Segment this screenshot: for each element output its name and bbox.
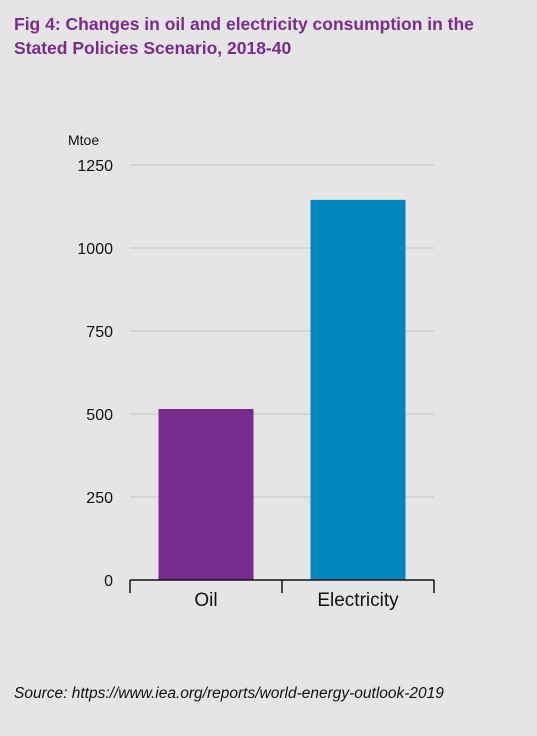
y-tick-label: 250 bbox=[86, 490, 113, 507]
y-tick-label: 500 bbox=[86, 407, 113, 424]
x-axis bbox=[129, 579, 435, 593]
x-tick-label: Electricity bbox=[317, 590, 399, 611]
bar-electricity bbox=[310, 199, 406, 581]
bars bbox=[158, 199, 406, 581]
y-tick-label: 750 bbox=[86, 324, 113, 341]
source-note: Source: https://www.iea.org/reports/worl… bbox=[14, 685, 444, 702]
y-tick-label: 1250 bbox=[77, 158, 113, 175]
x-tick-label: Oil bbox=[194, 590, 217, 611]
y-tick-label: 0 bbox=[104, 573, 113, 590]
y-axis-label: Mtoe bbox=[68, 132, 99, 148]
chart-title: Fig 4: Changes in oil and electricity co… bbox=[14, 14, 474, 58]
axis-labels: 0 250 500 750 1000 1250 Mtoe Oil Electricity bbox=[68, 132, 399, 611]
bar-oil bbox=[158, 409, 254, 580]
y-tick-label: 1000 bbox=[77, 241, 113, 258]
